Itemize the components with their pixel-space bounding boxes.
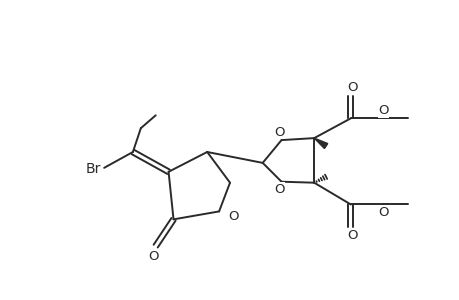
Polygon shape xyxy=(313,138,327,148)
Text: O: O xyxy=(377,206,388,219)
Text: O: O xyxy=(274,183,284,196)
Text: O: O xyxy=(347,229,357,242)
Text: O: O xyxy=(274,126,284,139)
Text: O: O xyxy=(228,210,238,223)
Text: O: O xyxy=(347,81,357,94)
Text: O: O xyxy=(148,250,159,262)
Text: Br: Br xyxy=(86,162,101,176)
Text: O: O xyxy=(377,104,388,117)
